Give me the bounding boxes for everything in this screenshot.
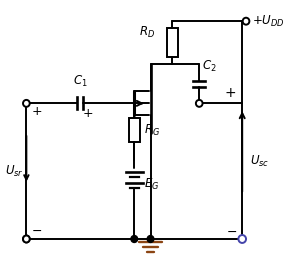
Circle shape (23, 235, 30, 242)
Bar (129, 118, 140, 142)
Bar (167, 28, 178, 57)
Circle shape (243, 18, 249, 25)
Text: $R_D$: $R_D$ (139, 25, 155, 40)
Circle shape (23, 235, 30, 242)
Text: $+U_{DD}$: $+U_{DD}$ (252, 14, 284, 29)
Circle shape (238, 235, 246, 243)
Text: $U_{sc}$: $U_{sc}$ (250, 154, 269, 169)
Text: +: + (225, 86, 237, 100)
Text: $R_G$: $R_G$ (144, 123, 160, 138)
Circle shape (131, 235, 138, 242)
Text: $E_G$: $E_G$ (144, 177, 159, 192)
Circle shape (147, 235, 154, 242)
Circle shape (196, 100, 203, 107)
Text: $U_{sr}$: $U_{sr}$ (5, 164, 24, 179)
Text: −: − (32, 225, 43, 238)
Text: +: + (32, 105, 43, 118)
Circle shape (23, 100, 30, 107)
Text: $C_2$: $C_2$ (202, 59, 217, 74)
Text: +: + (83, 107, 93, 120)
Text: −: − (227, 225, 237, 239)
Text: $C_1$: $C_1$ (73, 75, 88, 90)
